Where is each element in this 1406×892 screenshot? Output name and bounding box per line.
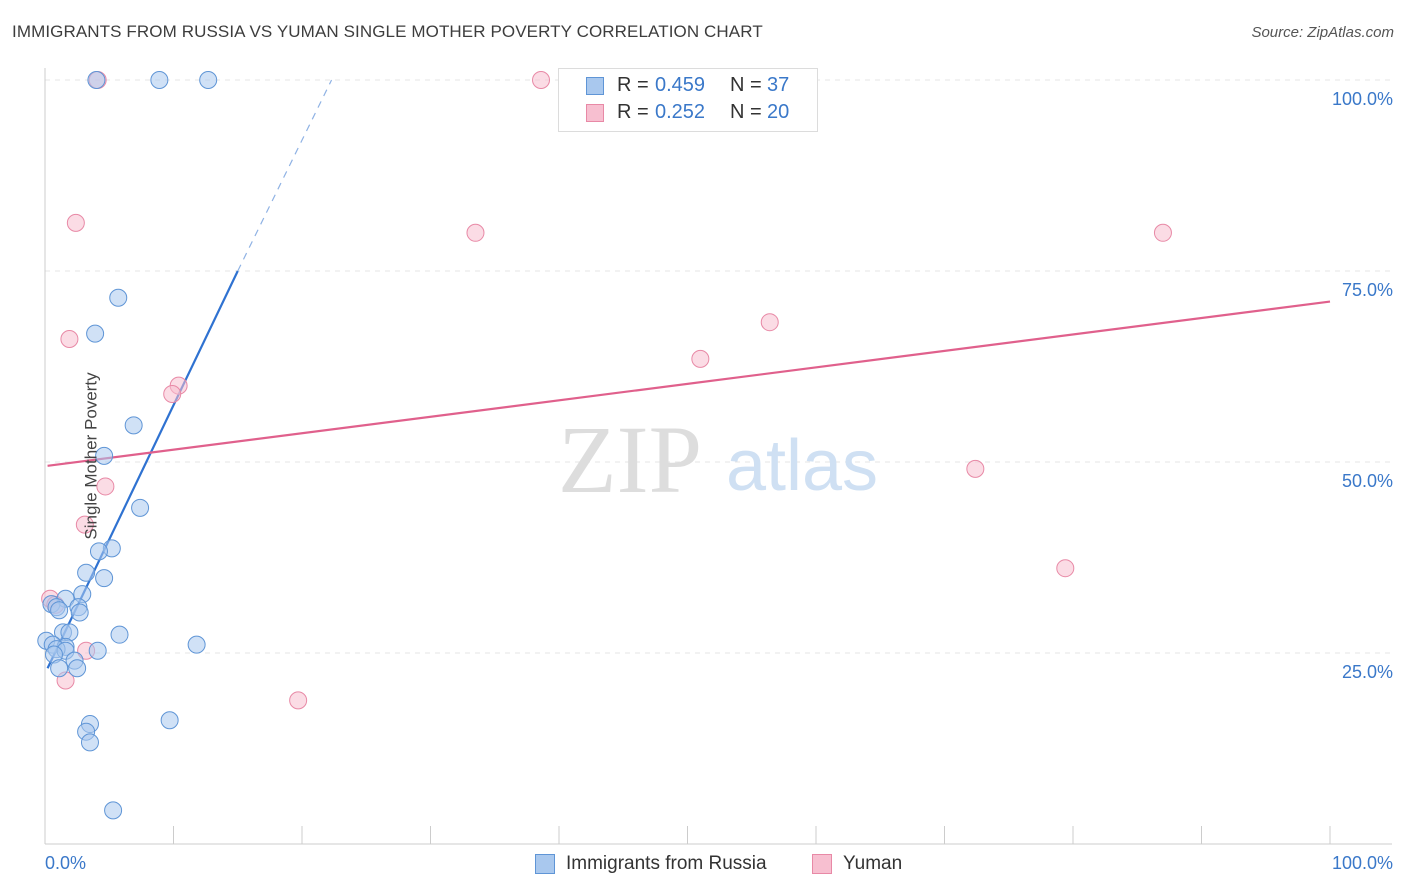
point-russia [50, 601, 69, 620]
y-tick-label: 100.0% [1332, 89, 1393, 109]
gridlines [45, 79, 1392, 654]
legend-swatch-yuman [812, 854, 832, 874]
watermark-zip: ZIP [558, 406, 702, 513]
point-yuman [75, 515, 94, 534]
trend-line-russia-extension [237, 79, 333, 272]
n-label: N = [730, 74, 762, 96]
r-value-russia: 0.459 [655, 74, 706, 96]
point-yuman [96, 477, 115, 496]
legend-swatch-russia [535, 854, 555, 874]
legend: Immigrants from Russia Yuman [0, 850, 1406, 880]
point-russia [104, 801, 123, 820]
point-russia [86, 324, 105, 343]
watermark: ZIP atlas [558, 406, 878, 513]
point-russia [68, 659, 87, 678]
source-label: Source: ZipAtlas.com [1251, 24, 1394, 41]
point-russia [80, 733, 99, 752]
point-russia [87, 71, 106, 89]
point-russia [199, 71, 218, 89]
chart-title: IMMIGRANTS FROM RUSSIA VS YUMAN SINGLE M… [12, 22, 763, 41]
data-points [37, 71, 1172, 820]
legend-label-yuman: Yuman [843, 853, 903, 874]
point-yuman [966, 459, 985, 478]
y-axis-label: Single Mother Poverty [81, 372, 101, 540]
point-yuman [289, 691, 308, 710]
trend-line-yuman [47, 300, 1331, 467]
point-russia [187, 635, 206, 654]
point-yuman [66, 213, 85, 232]
y-tick-label: 50.0% [1342, 471, 1393, 491]
n-value-yuman: 20 [767, 101, 790, 123]
point-yuman [163, 385, 182, 404]
r-label: R = [617, 74, 649, 96]
tick-labels: 25.0% 50.0% 75.0% 100.0% 0.0% 100.0% [45, 89, 1393, 873]
point-yuman [466, 223, 485, 242]
point-yuman [1153, 223, 1172, 242]
point-russia [95, 569, 114, 588]
n-value-russia: 37 [767, 74, 790, 96]
point-russia [77, 563, 96, 582]
point-russia [160, 711, 179, 730]
point-russia [70, 603, 89, 622]
point-russia [110, 625, 129, 644]
n-label: N = [730, 101, 762, 123]
legend-label-russia: Immigrants from Russia [566, 853, 767, 874]
point-russia [131, 498, 150, 517]
point-yuman [760, 313, 779, 332]
trend-lines [46, 79, 1331, 669]
r-label: R = [617, 101, 649, 123]
point-russia [109, 288, 128, 307]
x-tick-label-end: 100.0% [1332, 853, 1393, 873]
point-russia [88, 641, 107, 660]
point-russia [150, 71, 169, 89]
x-tick-label-start: 0.0% [45, 853, 86, 873]
watermark-atlas: atlas [726, 426, 878, 506]
stats-swatch-russia [586, 77, 604, 95]
y-tick-label: 75.0% [1342, 280, 1393, 300]
point-russia [50, 659, 69, 678]
y-tick-label: 25.0% [1342, 662, 1393, 682]
point-russia [95, 446, 114, 465]
r-value-yuman: 0.252 [655, 101, 706, 123]
point-yuman [1056, 559, 1075, 578]
point-yuman [691, 349, 710, 368]
point-russia [89, 542, 108, 561]
point-russia [124, 416, 143, 435]
stats-swatch-yuman [586, 104, 604, 122]
point-yuman [60, 329, 79, 348]
axes [44, 68, 1392, 845]
point-yuman [532, 71, 551, 89]
stats-box: R = 0.459 N = 37 R = 0.252 N = 20 [558, 68, 818, 132]
